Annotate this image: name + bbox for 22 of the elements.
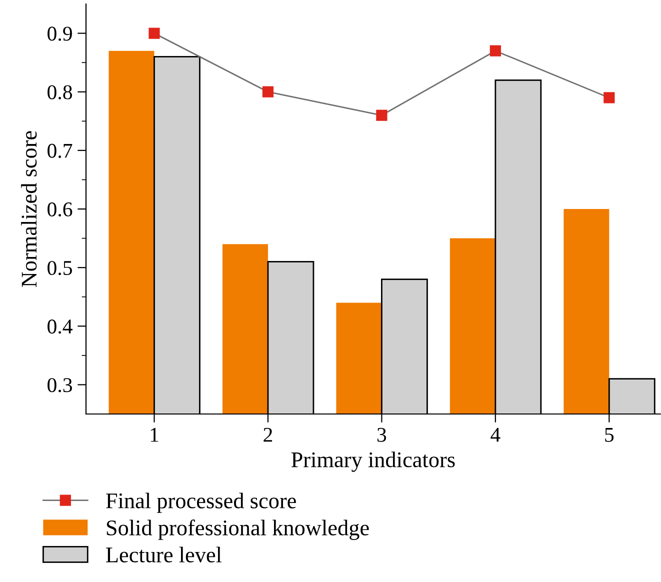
- point: [376, 110, 388, 121]
- x-tick-label: 1: [150, 428, 158, 442]
- legend-label: Lecture level: [106, 546, 222, 562]
- legend-label: Final processed score: [106, 492, 296, 513]
- y-tick-label: 0.9: [48, 26, 72, 41]
- y-tick-label: 0.7: [48, 144, 72, 158]
- y-tick-label: 0.6: [48, 202, 72, 217]
- x-tick-label: 5: [605, 428, 614, 442]
- y-tick-label: 0.8: [48, 85, 72, 100]
- y-axis-title: Normalized score: [21, 131, 37, 288]
- legend-label: Solid professional knowledge: [106, 520, 369, 540]
- x-tick-label: 2: [264, 428, 272, 442]
- point: [490, 45, 501, 56]
- x-tick-label: 4: [490, 428, 500, 442]
- point: [262, 86, 274, 98]
- point: [604, 92, 615, 104]
- y-tick-label: 0.4: [48, 320, 72, 334]
- x-axis-title: Primary indicators: [291, 452, 455, 472]
- y-tick-label: 0.3: [48, 378, 72, 392]
- point: [148, 28, 160, 39]
- x-tick-label: 3: [377, 428, 386, 442]
- y-tick-label: 0.5: [48, 260, 72, 276]
